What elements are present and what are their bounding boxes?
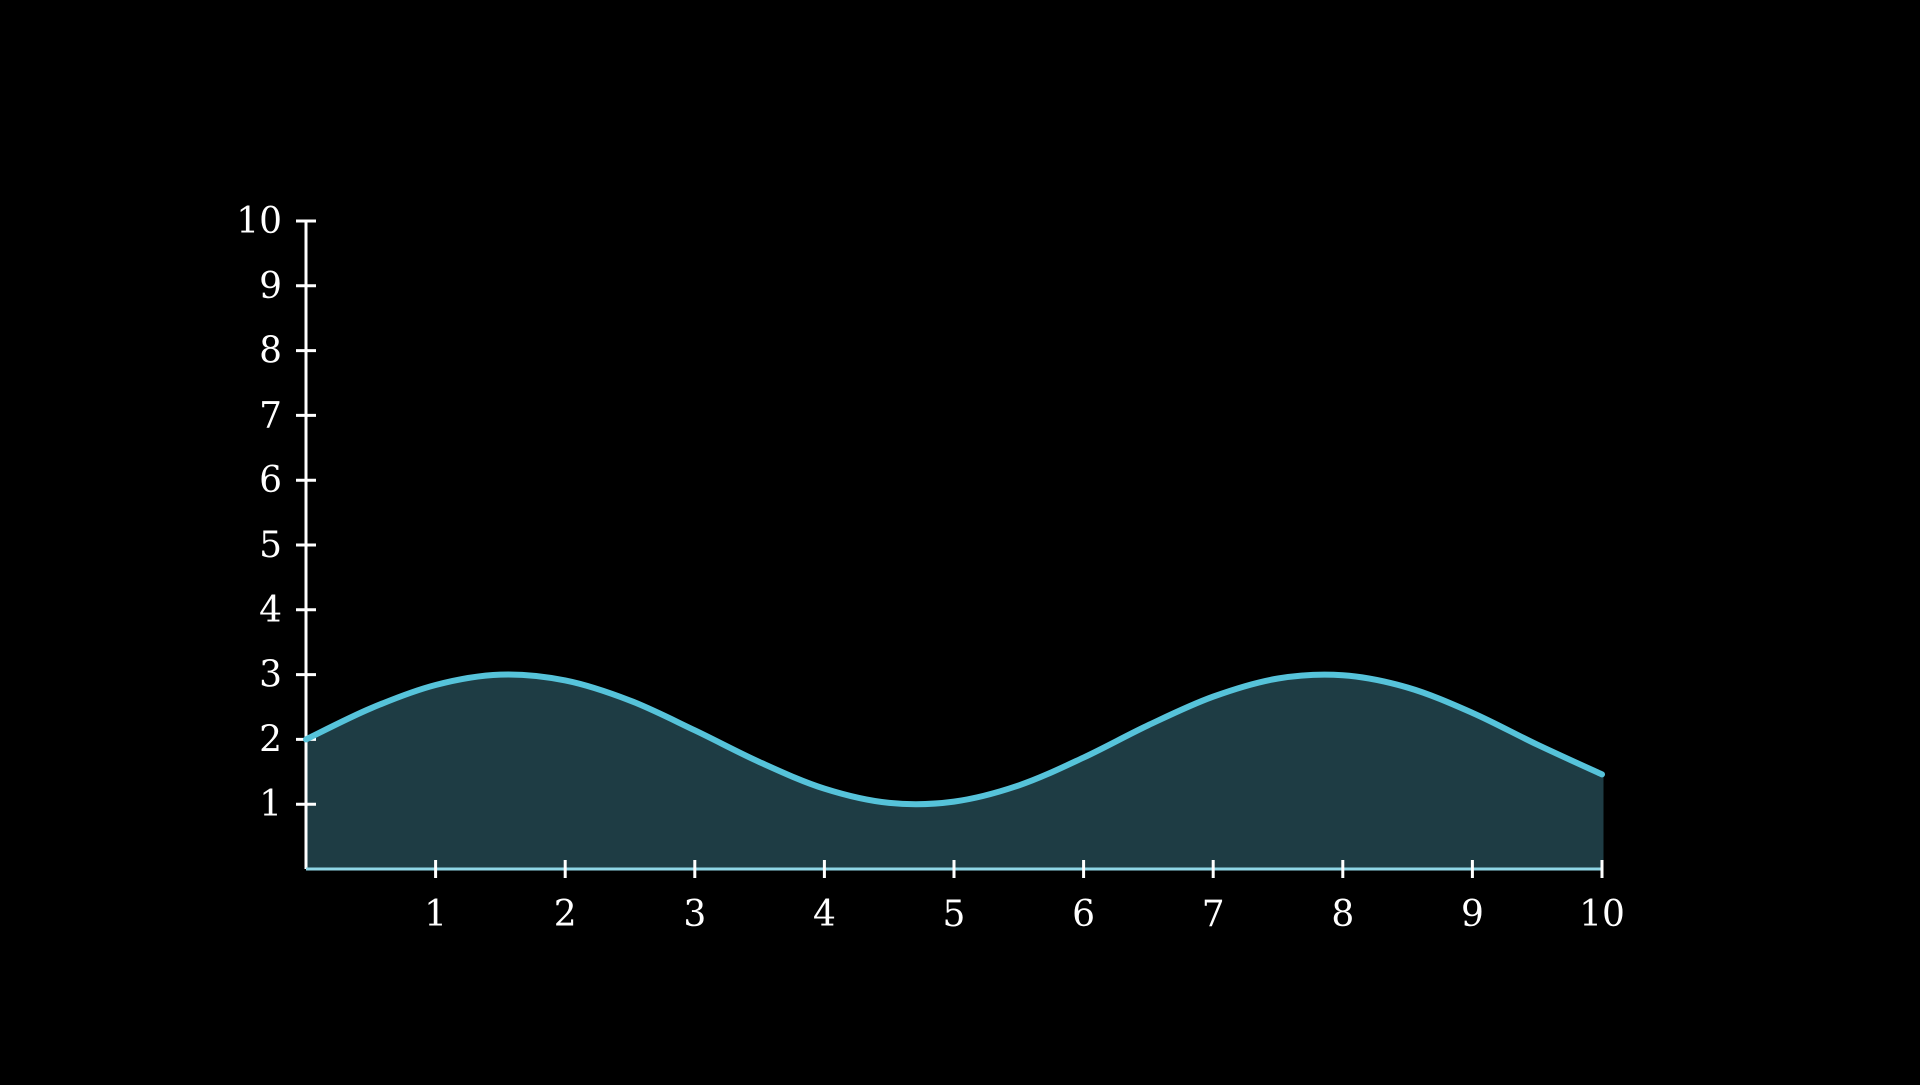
x-tick-label: 5 <box>943 894 966 935</box>
axes-layer <box>296 219 1604 878</box>
x-tick-label: 4 <box>813 894 836 935</box>
y-tick-label: 3 <box>259 655 282 696</box>
series-line-layer <box>303 671 1605 808</box>
x-tick-label: 3 <box>683 894 706 935</box>
y-tick-label: 10 <box>236 201 282 242</box>
y-tick-label: 1 <box>259 784 282 825</box>
x-tick-label: 6 <box>1072 894 1095 935</box>
x-tick-label: 2 <box>554 894 577 935</box>
y-tick-label: 5 <box>259 525 282 566</box>
series-line <box>303 671 1605 808</box>
y-tick-label: 4 <box>259 590 282 631</box>
x-tick-label: 9 <box>1461 894 1484 935</box>
y-tick-label: 2 <box>259 719 282 760</box>
x-tick-label: 7 <box>1202 894 1225 935</box>
area-fill-layer <box>306 674 1604 869</box>
x-tick-label: 8 <box>1331 894 1354 935</box>
y-tick-label: 9 <box>259 266 282 307</box>
x-tick-label: 10 <box>1579 894 1625 935</box>
y-tick-label: 6 <box>259 460 282 501</box>
x-tick-label: 1 <box>424 894 447 935</box>
area-fill <box>306 674 1602 869</box>
y-tick-label: 8 <box>259 331 282 372</box>
y-tick-label: 7 <box>259 395 282 436</box>
x-tick-labels: 1 2 3 4 5 6 7 8 9 10 <box>424 894 1625 935</box>
y-tick-labels: 1 2 3 4 5 6 7 8 9 10 <box>236 201 282 825</box>
